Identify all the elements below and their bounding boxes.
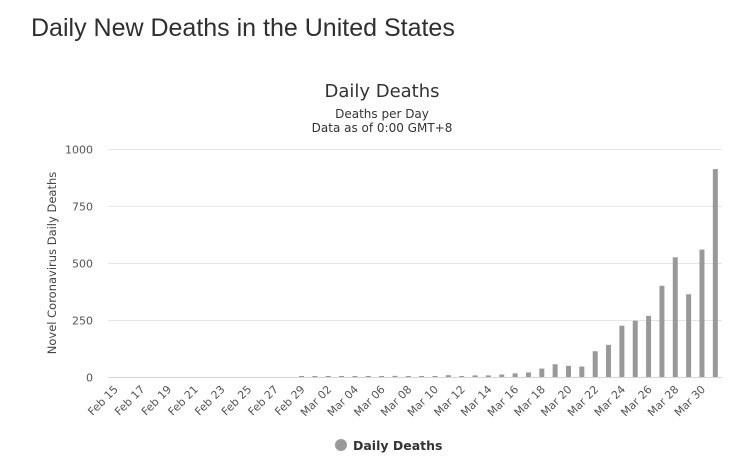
bar[interactable] — [686, 294, 692, 377]
bar[interactable] — [619, 325, 625, 377]
bar[interactable] — [632, 320, 638, 377]
grid-lines — [108, 149, 722, 321]
bar[interactable] — [539, 368, 545, 377]
bar[interactable] — [405, 376, 411, 377]
bar[interactable] — [419, 376, 425, 377]
bar[interactable] — [606, 344, 612, 377]
bar[interactable] — [339, 376, 345, 377]
bar[interactable] — [312, 376, 318, 377]
bar[interactable] — [499, 374, 505, 377]
bar[interactable] — [525, 372, 531, 377]
bar[interactable] — [445, 375, 451, 377]
bar[interactable] — [472, 375, 478, 377]
y-axis-label: Novel Coronavirus Daily Deaths — [45, 172, 59, 354]
bar[interactable] — [432, 376, 438, 377]
bar-series — [299, 169, 718, 377]
y-tick-label: 500 — [72, 258, 93, 271]
bar[interactable] — [299, 376, 305, 377]
legend-label[interactable]: Daily Deaths — [353, 438, 442, 453]
bar[interactable] — [579, 366, 585, 377]
bar[interactable] — [512, 373, 518, 377]
chart-title: Daily Deaths — [324, 81, 439, 102]
bar[interactable] — [699, 249, 705, 377]
bar[interactable] — [672, 257, 678, 377]
bar[interactable] — [552, 364, 558, 377]
legend-marker-icon — [335, 439, 347, 451]
y-tick-label: 750 — [72, 201, 93, 214]
bar[interactable] — [379, 376, 385, 377]
bar[interactable] — [485, 375, 491, 377]
y-axis-ticks: 0 250 500 750 1000 — [65, 144, 93, 385]
bar[interactable] — [365, 376, 371, 377]
bar[interactable] — [459, 376, 465, 377]
bar[interactable] — [325, 376, 331, 377]
y-tick-label: 0 — [86, 372, 93, 385]
chart-subtitle-date: Data as of 0:00 GMT+8 — [312, 121, 453, 135]
bar[interactable] — [392, 375, 398, 377]
bar[interactable] — [592, 351, 598, 377]
bar[interactable] — [566, 365, 571, 377]
bar[interactable] — [646, 315, 652, 377]
legend[interactable]: Daily Deaths — [335, 438, 442, 453]
y-tick-label: 1000 — [65, 144, 93, 157]
bar[interactable] — [712, 169, 718, 377]
chart-subtitle: Deaths per Day — [335, 107, 429, 121]
y-tick-label: 250 — [72, 315, 93, 328]
bar[interactable] — [659, 285, 665, 377]
page-heading: Daily New Deaths in the United States — [31, 14, 455, 42]
bar[interactable] — [352, 376, 358, 377]
